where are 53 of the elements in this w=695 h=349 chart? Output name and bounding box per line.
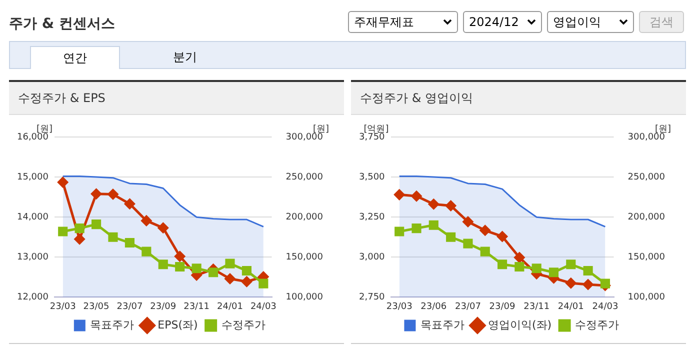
legend-label: EPS(좌)	[158, 318, 198, 332]
y-axis-title: [원]	[36, 124, 52, 134]
legend-label: 목표주가	[90, 318, 134, 332]
x-tick-label: 23/05	[83, 302, 110, 312]
y2-tick-label: 250,000	[628, 172, 666, 182]
y2-axis-title: [원]	[654, 124, 671, 134]
text: 주가 & 컨센서스	[9, 15, 115, 33]
y-tick-label: 15,000	[16, 172, 49, 182]
legend-label: 수정주가	[575, 318, 620, 332]
text: 검색	[639, 11, 684, 33]
y-tick-label: 3,500	[359, 172, 386, 182]
x-tick-label: 23/03	[386, 302, 412, 312]
y-tick-label: 16,000	[16, 132, 49, 142]
x-tick-label: 23/07	[116, 302, 143, 312]
x-tick-label: 23/11	[524, 302, 550, 312]
y2-tick-label: 150,000	[628, 252, 666, 262]
y-tick-label: 13,000	[16, 252, 49, 262]
text: 분기	[172, 49, 198, 66]
y-axis-title: [억원]	[364, 124, 389, 134]
y-tick-label: 3,000	[359, 252, 386, 262]
y-tick-label: 3,250	[359, 212, 386, 222]
y2-tick-label: 150,000	[286, 252, 324, 262]
y-tick-label: 3,750	[359, 132, 386, 142]
x-tick-label: 23/03	[50, 302, 76, 312]
x-tick-label: 23/09	[489, 302, 516, 312]
legend-label: 영업이익(좌)	[488, 318, 552, 332]
y2-tick-label: 300,000	[628, 132, 666, 142]
chart-title: 수정주가 & 영업이익	[351, 82, 686, 115]
x-tick-label: 24/03	[592, 302, 618, 312]
legend-label: 수정주가	[221, 318, 266, 332]
y2-tick-label: 300,000	[286, 132, 324, 142]
y2-tick-label: 100,000	[286, 292, 324, 303]
y-tick-label: 2,750	[359, 292, 386, 303]
chart-title: 수정주가 & EPS	[9, 82, 344, 115]
y2-tick-label: 200,000	[286, 212, 324, 222]
y2-tick-label: 100,000	[628, 292, 666, 303]
y-tick-label: 14,000	[16, 212, 49, 222]
legend-label: 목표주가	[420, 318, 464, 332]
y-tick-label: 12,000	[16, 292, 49, 303]
text: 2024/12	[469, 15, 519, 29]
y2-axis-title: [원]	[312, 124, 329, 134]
text: 주재무제표	[354, 14, 414, 30]
x-tick-label: 23/11	[184, 302, 210, 312]
text: 영업이익	[553, 14, 601, 30]
x-tick-label: 24/03	[250, 302, 276, 312]
x-tick-label: 23/09	[150, 302, 176, 312]
x-tick-label: 24/01	[217, 302, 243, 312]
x-tick-label: 23/06	[420, 302, 447, 312]
y2-tick-label: 250,000	[286, 172, 324, 182]
y2-tick-label: 200,000	[628, 212, 666, 222]
x-tick-label: 24/01	[558, 302, 584, 312]
x-tick-label: 23/07	[454, 302, 481, 312]
text: 연간	[30, 46, 120, 69]
